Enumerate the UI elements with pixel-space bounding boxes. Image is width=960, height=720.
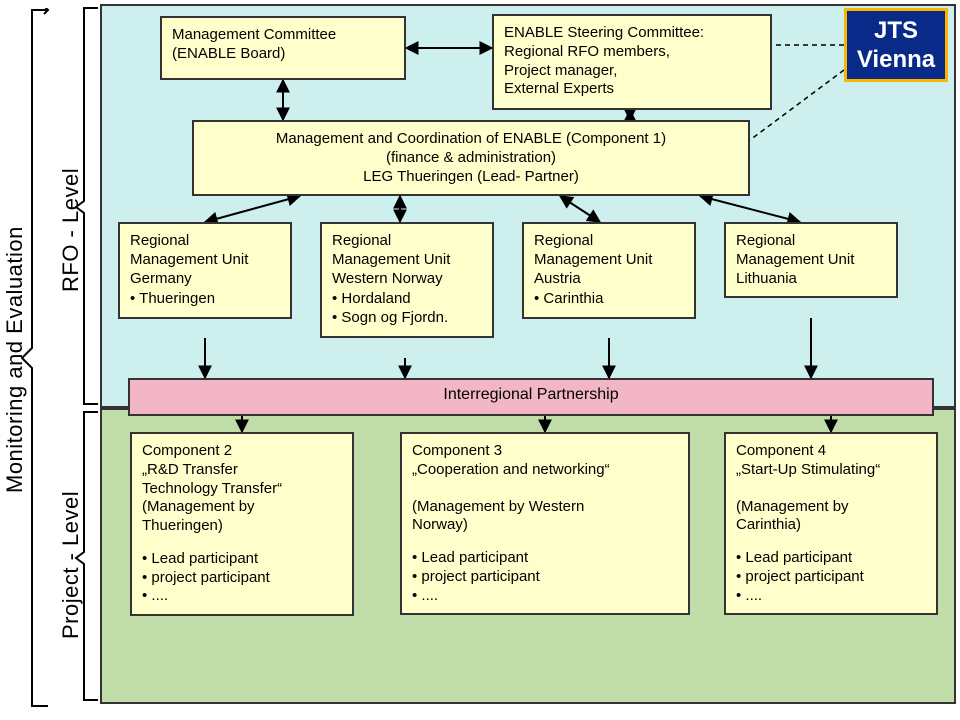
- text: Regional: [534, 232, 684, 251]
- bullet: Lead participant: [412, 549, 678, 568]
- text: [736, 480, 926, 498]
- bullet: ....: [412, 587, 678, 606]
- text: „R&D Transfer: [142, 461, 342, 480]
- jts-vienna: JTS Vienna: [844, 8, 948, 82]
- bullet: Thueringen: [130, 290, 280, 309]
- text: Regional: [130, 232, 280, 251]
- text: ENABLE Steering Committee:: [504, 24, 760, 43]
- text: Technology Transfer“: [142, 480, 342, 499]
- bullet: Carinthia: [534, 290, 684, 309]
- text: Regional: [736, 232, 886, 251]
- bullet: Sogn og Fjordn.: [332, 309, 482, 328]
- bullet: Hordaland: [332, 290, 482, 309]
- text: „Start-Up Stimulating“: [736, 461, 926, 480]
- text: Project manager,: [504, 62, 760, 81]
- text: LEG Thueringen (Lead- Partner): [204, 168, 738, 187]
- text: (finance & administration): [204, 149, 738, 168]
- text: Management and Coordination of ENABLE (C…: [204, 130, 738, 149]
- component-2: Component 2 „R&D Transfer Technology Tra…: [130, 432, 354, 616]
- text: Management Unit: [736, 251, 886, 270]
- bullet: Lead participant: [142, 550, 342, 569]
- text: (Management by: [736, 498, 926, 517]
- text: Austria: [534, 270, 684, 289]
- text: External Experts: [504, 80, 760, 99]
- text: Management Unit: [130, 251, 280, 270]
- bullet: project participant: [142, 569, 342, 588]
- bracket-project: [74, 410, 100, 704]
- rmu-lithuania: Regional Management Unit Lithuania: [724, 222, 898, 298]
- rmu-austria: Regional Management Unit Austria Carinth…: [522, 222, 696, 319]
- box-steering-committee: ENABLE Steering Committee: Regional RFO …: [492, 14, 772, 110]
- text: Management Committee: [172, 26, 394, 45]
- text: Western Norway: [332, 270, 482, 289]
- component-4: Component 4 „Start-Up Stimulating“ (Mana…: [724, 432, 938, 615]
- text: Component 3: [412, 442, 678, 461]
- text: Germany: [130, 270, 280, 289]
- text: [412, 480, 678, 498]
- interregional-partnership: Interregional Partnership: [128, 378, 934, 416]
- text: Regional RFO members,: [504, 43, 760, 62]
- text: Carinthia): [736, 516, 926, 535]
- text: JTS: [851, 17, 941, 46]
- text: Vienna: [851, 46, 941, 75]
- bullet: ....: [736, 587, 926, 606]
- text: Component 2: [142, 442, 342, 461]
- text: Component 4: [736, 442, 926, 461]
- text: „Cooperation and networking“: [412, 461, 678, 480]
- text: Lithuania: [736, 270, 886, 289]
- bracket-monitoring: [20, 8, 50, 708]
- rmu-norway: Regional Management Unit Western Norway …: [320, 222, 494, 338]
- box-management-committee: Management Committee (ENABLE Board): [160, 16, 406, 80]
- text: Norway): [412, 516, 678, 535]
- box-coordination: Management and Coordination of ENABLE (C…: [192, 120, 750, 196]
- bullet: project participant: [736, 568, 926, 587]
- text: Management Unit: [332, 251, 482, 270]
- text: Regional: [332, 232, 482, 251]
- text: (ENABLE Board): [172, 45, 394, 64]
- bullet: project participant: [412, 568, 678, 587]
- text: Management Unit: [534, 251, 684, 270]
- text: (Management by: [142, 498, 342, 517]
- component-3: Component 3 „Cooperation and networking“…: [400, 432, 690, 615]
- text: Thueringen): [142, 517, 342, 536]
- bullet: Lead participant: [736, 549, 926, 568]
- rmu-germany: Regional Management Unit Germany Thuerin…: [118, 222, 292, 319]
- bracket-rfo: [74, 6, 100, 408]
- bullet: ....: [142, 587, 342, 606]
- text: (Management by Western: [412, 498, 678, 517]
